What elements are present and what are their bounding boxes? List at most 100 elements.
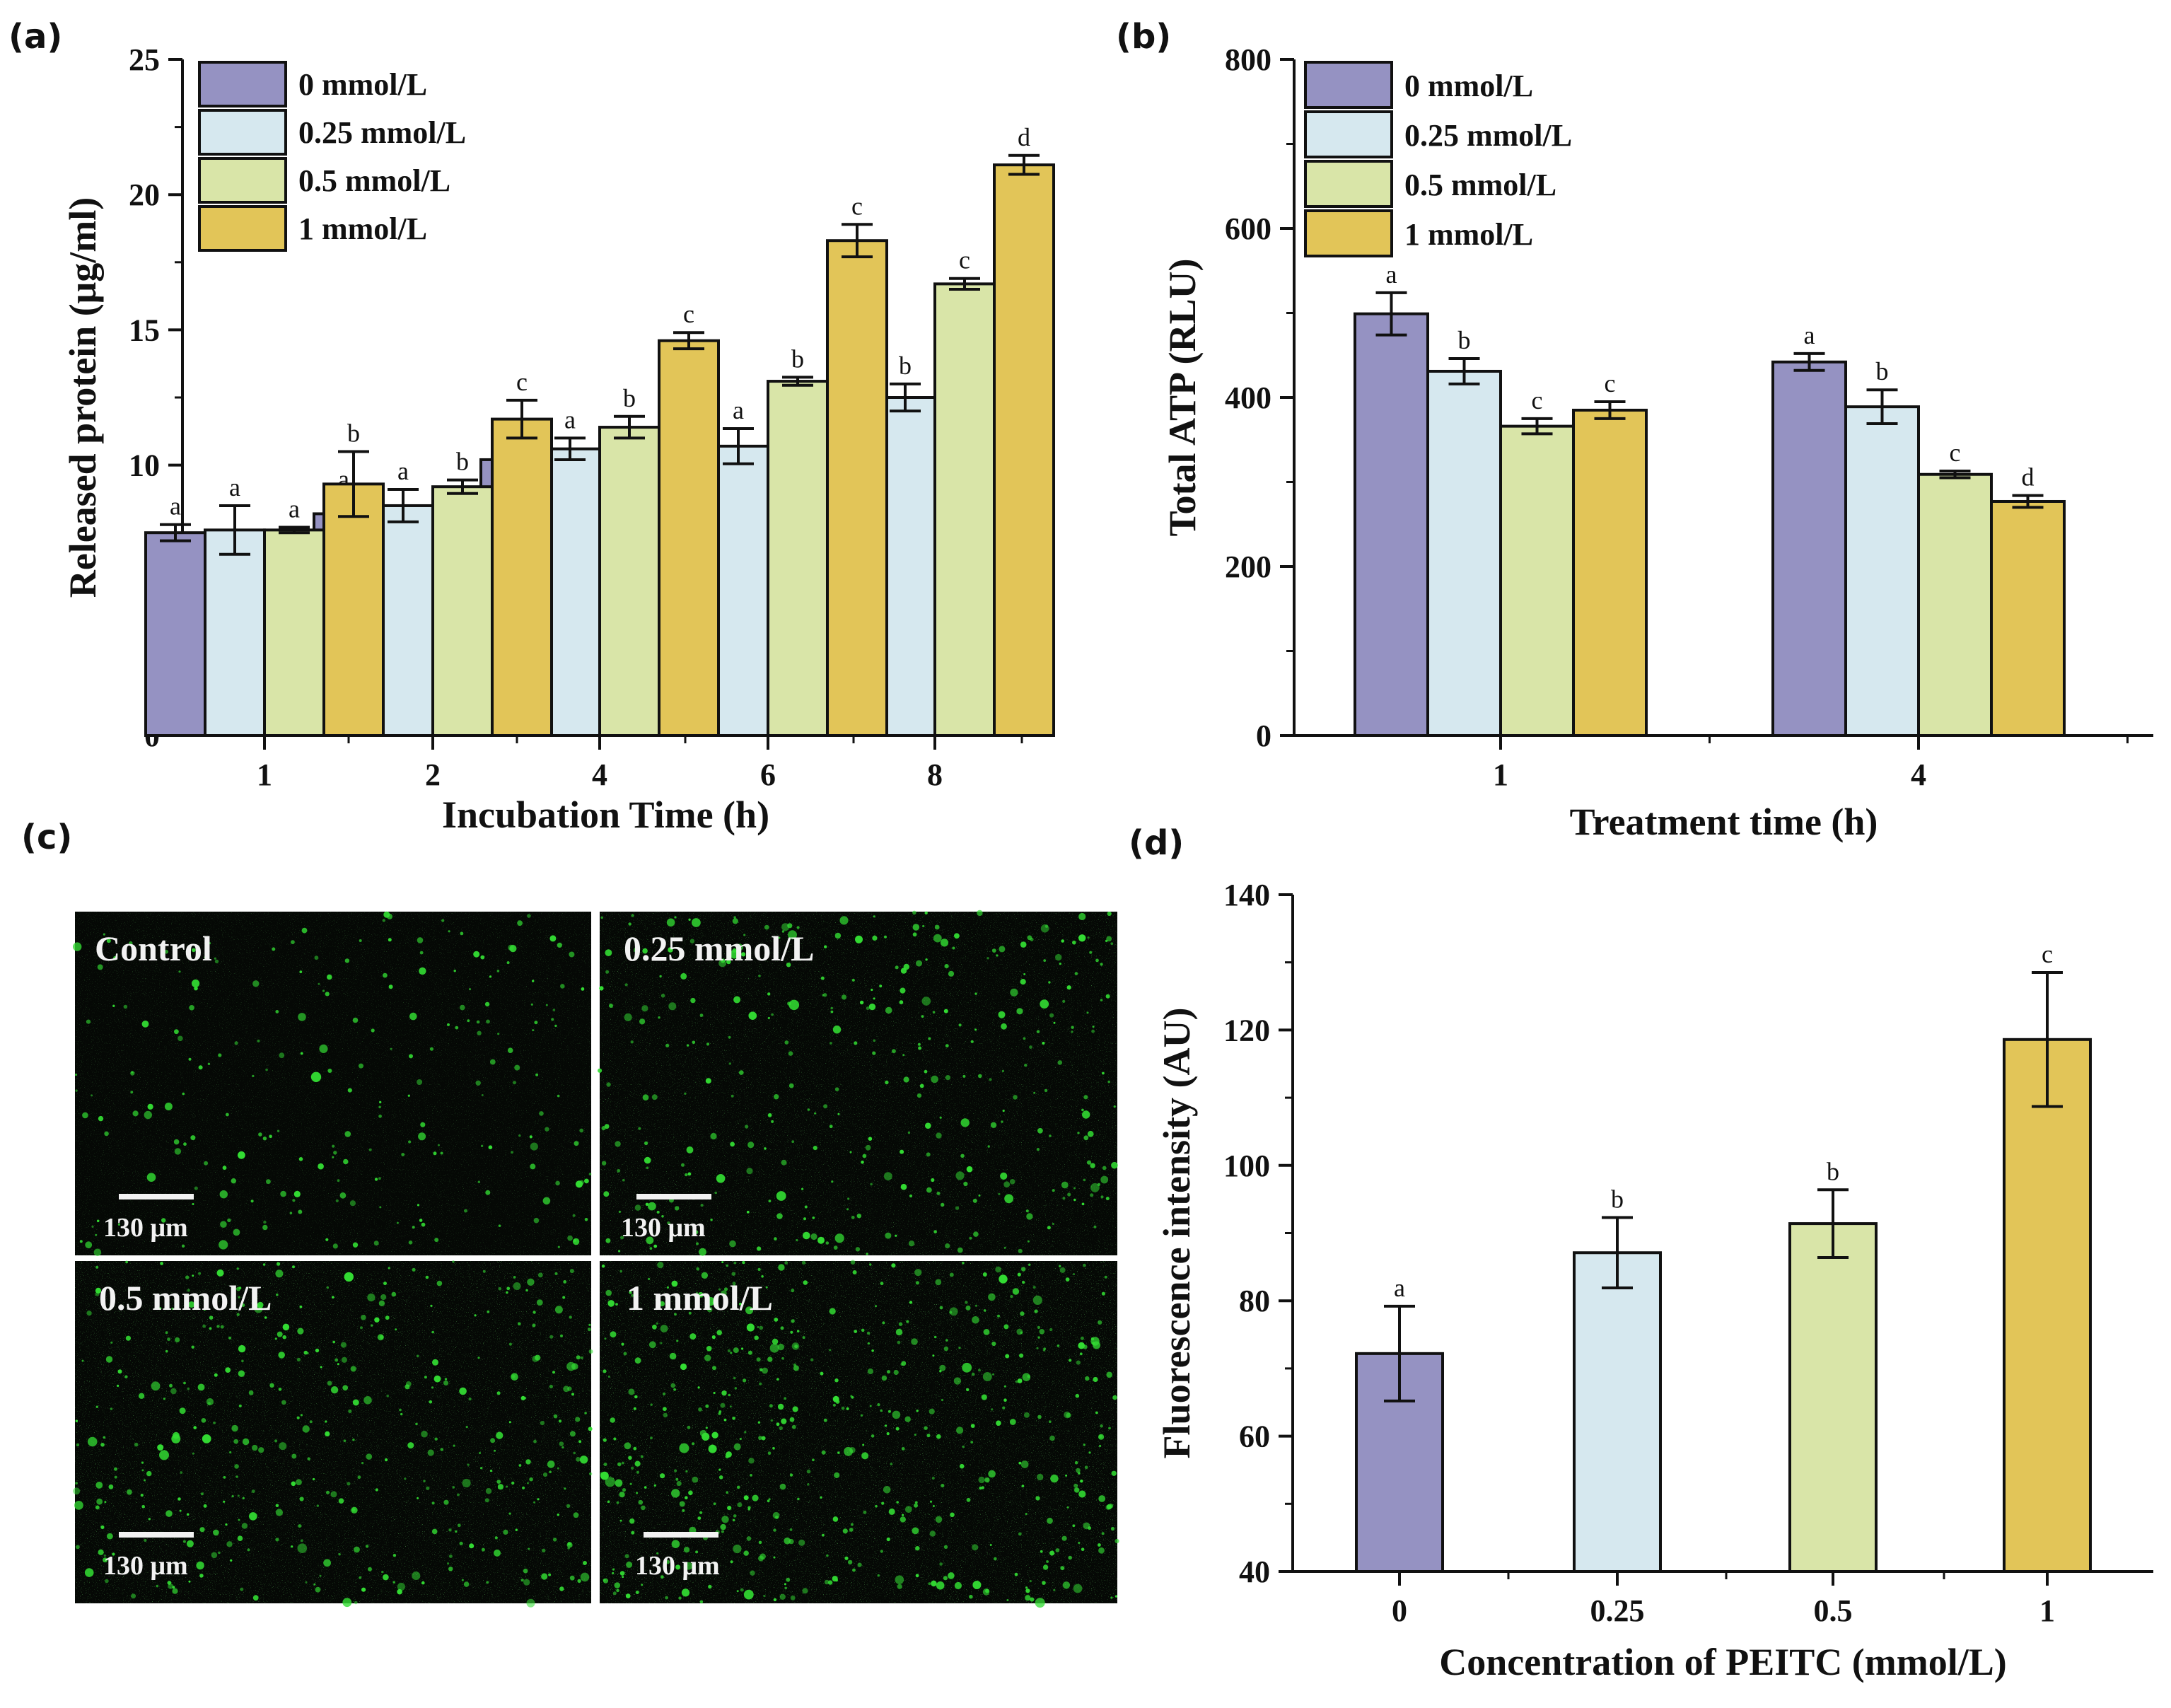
cell-dot <box>81 1359 84 1362</box>
cell-dot <box>671 1540 680 1548</box>
cell-dot <box>943 1545 948 1549</box>
cell-dot <box>767 1451 772 1456</box>
cell-dot <box>1107 911 1112 917</box>
cell-dot <box>1053 1021 1056 1024</box>
cell-dot <box>141 1469 144 1472</box>
cell-dot <box>943 1576 948 1581</box>
cell-dot <box>167 1337 171 1342</box>
cell-dot <box>916 1093 922 1098</box>
bar <box>322 482 385 737</box>
cell-dot <box>875 1504 878 1508</box>
cell-dot <box>307 1457 310 1460</box>
cell-dot <box>280 1190 286 1197</box>
cell-dot <box>605 1477 615 1487</box>
cell-dot <box>648 1341 656 1349</box>
cell-dot <box>301 927 308 934</box>
cell-dot <box>344 958 350 963</box>
cell-dot <box>1099 1444 1102 1448</box>
cell-dot <box>379 1206 382 1209</box>
cell-dot <box>685 1173 688 1177</box>
cell-dot <box>231 1178 236 1184</box>
cell-dot <box>830 1010 834 1013</box>
cell-dot <box>1027 935 1032 941</box>
cell-dot <box>452 1260 455 1263</box>
cell-dot <box>1034 1309 1038 1313</box>
cell-dot <box>746 1210 750 1214</box>
cell-dot <box>275 1270 284 1278</box>
cell-dot <box>651 1094 658 1100</box>
cell-dot <box>955 1206 960 1210</box>
cell-dot <box>650 1403 653 1406</box>
cell-dot <box>427 1449 434 1456</box>
y-axis-title: Total ATP (RLU) <box>1161 258 1204 536</box>
cell-dot <box>396 1221 399 1224</box>
cell-dot <box>580 1356 583 1359</box>
panel-label-c: (c) <box>21 818 72 857</box>
legend-label: 1 mmol/L <box>298 211 427 246</box>
cell-dot <box>125 1260 129 1264</box>
cell-dot <box>1083 1135 1089 1141</box>
cell-dot <box>209 1315 214 1320</box>
cell-dot <box>732 918 738 924</box>
cell-dot <box>605 949 612 956</box>
cell-dot <box>807 1108 810 1111</box>
cell-dot <box>601 1161 607 1166</box>
cell-dot <box>525 1289 528 1292</box>
cell-dot <box>569 1575 575 1581</box>
cell-dot <box>241 1523 248 1529</box>
cell-dot <box>431 1501 435 1505</box>
cell-dot <box>549 1384 554 1389</box>
micrograph-1-mmol: 1 mmol/L 130 μm <box>600 1260 1119 1608</box>
cell-dot <box>579 1128 584 1133</box>
cell-dot <box>421 1222 426 1227</box>
cell-dot <box>615 1141 621 1147</box>
cell-dot <box>573 1512 579 1518</box>
cell-dot <box>739 1302 742 1306</box>
cell-dot <box>823 993 827 997</box>
cell-dot <box>192 1274 194 1277</box>
significance-label: d <box>1018 123 1030 151</box>
cell-dot <box>674 916 677 919</box>
cell-dot <box>598 1068 603 1073</box>
cell-dot <box>952 946 955 950</box>
x-tick-label: 0 <box>1392 1593 1407 1628</box>
cell-dot <box>443 1380 449 1386</box>
cell-dot <box>113 955 117 960</box>
cell-dot <box>332 1144 335 1148</box>
cell-dot <box>459 1387 467 1395</box>
cell-dot <box>508 1512 511 1515</box>
cell-dot <box>549 1335 554 1339</box>
cell-dot <box>791 1424 796 1429</box>
cell-dot <box>1086 1011 1089 1014</box>
cell-dot <box>238 1296 240 1299</box>
scale-bar <box>636 1194 711 1199</box>
cell-dot <box>810 1233 817 1241</box>
cell-dot <box>374 1178 378 1181</box>
cell-dot <box>359 939 362 942</box>
cell-dot <box>73 942 82 951</box>
cell-dot <box>881 1501 885 1505</box>
cell-dot <box>644 1486 647 1489</box>
cell-dot <box>891 1263 896 1268</box>
cell-dot <box>95 1233 98 1236</box>
cell-dot <box>235 1475 238 1478</box>
cell-dot <box>743 1550 749 1556</box>
cell-dot <box>196 1561 204 1570</box>
significance-label: c <box>1532 386 1543 414</box>
significance-label: c <box>959 246 970 274</box>
fluorescent-cells <box>600 1260 1119 1608</box>
cell-dot <box>680 1363 687 1371</box>
cell-dot <box>784 1397 787 1400</box>
cell-dot <box>433 1375 441 1383</box>
cell-dot <box>619 1519 622 1522</box>
cell-dot <box>866 1331 871 1335</box>
cell-dot <box>204 956 206 959</box>
cell-dot <box>674 1469 677 1472</box>
cell-dot <box>912 924 920 931</box>
cell-dot <box>183 1142 187 1146</box>
cell-dot <box>881 1375 887 1381</box>
cell-dot <box>704 1354 711 1361</box>
cell-dot <box>726 1491 728 1494</box>
cell-dot <box>706 1346 712 1352</box>
cell-dot <box>1100 999 1103 1001</box>
